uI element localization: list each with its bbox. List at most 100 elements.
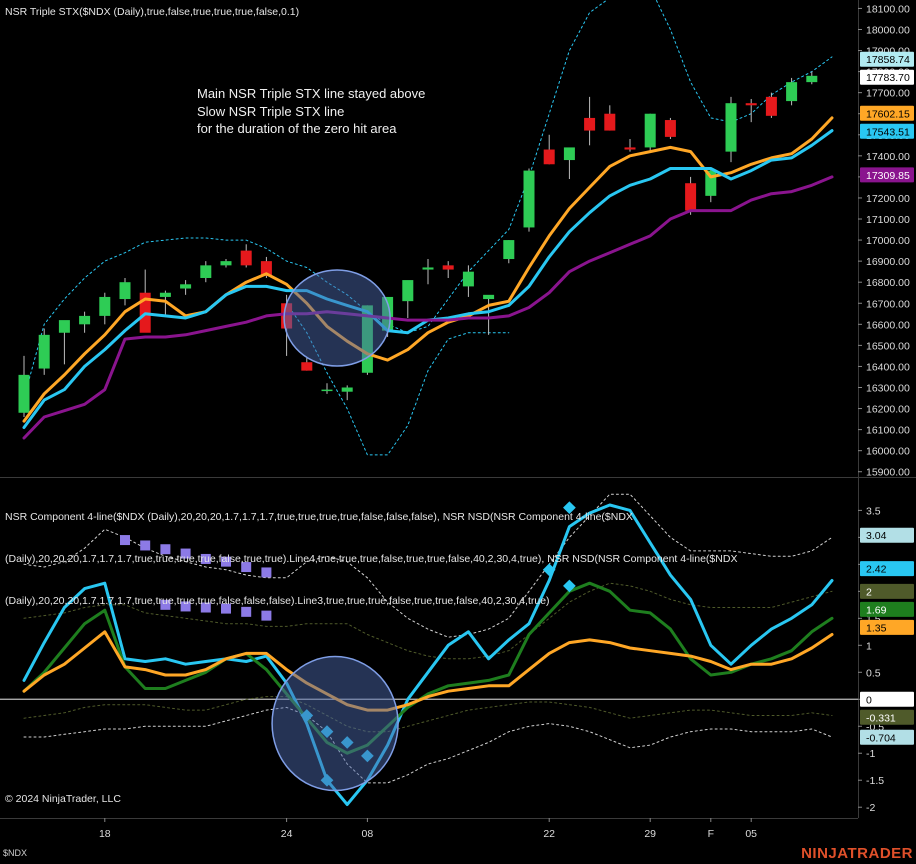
candle-up xyxy=(483,294,495,300)
candle-up xyxy=(38,334,50,369)
value-label-box xyxy=(860,619,914,635)
x-tick-label: 24 xyxy=(281,828,293,840)
price-pane[interactable] xyxy=(18,0,834,456)
nsd-band-nsd-upper-1 xyxy=(23,493,833,638)
y-tick-label: 16700.00 xyxy=(866,298,910,310)
value-label-text: -0.704 xyxy=(866,732,896,744)
value-label-box xyxy=(860,123,914,139)
candle-down xyxy=(624,147,636,150)
y-tick-label: -1 xyxy=(866,748,875,760)
candle-up xyxy=(503,240,515,260)
candle-up xyxy=(18,374,30,413)
signal-square-marker xyxy=(160,599,171,610)
y-tick-label: 16400.00 xyxy=(866,361,910,373)
y-tick-label: 15900.00 xyxy=(866,467,910,479)
candle-up xyxy=(180,284,192,289)
candle-up xyxy=(159,292,171,297)
x-tick-label: F xyxy=(708,828,714,840)
y-tick-label: 17400.00 xyxy=(866,151,910,163)
price-pane-title: NSR Triple STX($NDX (Daily),true,false,t… xyxy=(5,6,300,18)
signal-square-marker xyxy=(221,556,231,567)
y-tick-label: 16100.00 xyxy=(866,425,910,437)
annotation-line: for the duration of the zero hit area xyxy=(197,121,397,136)
signal-square-marker xyxy=(241,562,252,573)
candle-up xyxy=(563,147,575,161)
y-tick-label: 17100.00 xyxy=(866,214,910,226)
y-tick-label: 16200.00 xyxy=(866,404,910,416)
value-label-text: 1.35 xyxy=(866,622,887,634)
series-line-slow xyxy=(22,175,834,440)
value-label-text: 3.04 xyxy=(866,530,887,542)
candle-up xyxy=(220,261,232,266)
candle-up xyxy=(119,282,131,300)
candle-up xyxy=(341,387,353,392)
signal-square-marker xyxy=(241,606,252,617)
candle-up xyxy=(462,271,474,287)
y-tick-label: 16800.00 xyxy=(866,277,910,289)
candle-down xyxy=(604,113,616,131)
y-tick-label: 3.5 xyxy=(866,505,881,517)
y-tick-label: 0.5 xyxy=(866,667,881,679)
value-label-text: -0.331 xyxy=(866,712,896,724)
candle-up xyxy=(725,103,737,152)
candle-up xyxy=(705,170,717,196)
candle-down xyxy=(745,103,757,106)
signal-square-marker xyxy=(160,544,171,555)
x-tick-label: 22 xyxy=(543,828,555,840)
value-label-box xyxy=(860,691,914,707)
nsd-band-nsd-lower-2 xyxy=(23,696,833,733)
signal-square-marker xyxy=(140,540,151,551)
band-line-lower-band xyxy=(286,302,510,456)
value-label-text: 2.42 xyxy=(866,564,887,576)
candle-down xyxy=(685,183,697,211)
candle-up xyxy=(79,315,91,325)
annotation-line: Main NSR Triple STX line stayed above xyxy=(197,86,426,101)
candle-up xyxy=(58,320,70,333)
candle-down xyxy=(664,120,676,137)
indicator-title-line: (Daily),20,20,20,1.7,1.7,1.7,true,true,t… xyxy=(5,553,738,565)
value-label-box xyxy=(860,601,914,617)
candle-down xyxy=(765,96,777,116)
highlight-circle xyxy=(283,269,391,367)
series-line-fast xyxy=(22,116,834,423)
chart-annotation: Main NSR Triple STX line stayed above Sl… xyxy=(197,85,425,138)
candle-up xyxy=(644,113,656,148)
value-label-box xyxy=(860,709,914,725)
y-tick-label: 16000.00 xyxy=(866,446,910,458)
highlight-circle xyxy=(271,655,399,792)
value-label-box xyxy=(860,561,914,577)
candle-down xyxy=(584,117,596,131)
indicator-title-line: (Daily),20,20,20,1.7,1.7,1.7,true,true,t… xyxy=(5,595,550,607)
y-tick-label: 16600.00 xyxy=(866,319,910,331)
candle-up xyxy=(806,75,818,83)
indicator-pane[interactable] xyxy=(0,493,858,806)
value-label-box xyxy=(860,583,914,599)
band-line-upper-band xyxy=(23,0,833,399)
y-tick-label: 1 xyxy=(866,640,872,652)
indicator-title-line: NSR Component 4-line($NDX (Daily),20,20,… xyxy=(5,511,633,523)
indicator-line-line2 xyxy=(22,581,834,755)
y-tick-label: 17200.00 xyxy=(866,193,910,205)
y-tick-label: -1.5 xyxy=(866,775,884,787)
signal-square-marker xyxy=(120,535,130,546)
candle-up xyxy=(99,296,111,316)
annotation-line: Slow NSR Triple STX line xyxy=(197,103,345,119)
candle-down xyxy=(240,250,252,266)
candle-up xyxy=(200,265,212,278)
y-tick-label: 18100.00 xyxy=(866,3,910,15)
x-tick-label: 08 xyxy=(362,828,374,840)
value-label-text: 1.69 xyxy=(866,604,887,616)
value-label-text: 17543.51 xyxy=(866,126,910,138)
signal-square-marker xyxy=(180,548,191,559)
indicator-line-line3 xyxy=(22,630,834,712)
candle-down xyxy=(543,149,555,165)
value-label-box xyxy=(860,729,914,745)
value-label-box xyxy=(860,105,914,121)
candle-up xyxy=(523,170,535,228)
x-tick-label: 05 xyxy=(745,828,757,840)
value-label-text: 17309.85 xyxy=(866,170,910,182)
y-tick-label: 16900.00 xyxy=(866,256,910,268)
indicator-pane-title: NSR Component 4-line($NDX (Daily),20,20,… xyxy=(5,482,737,622)
candle-down xyxy=(442,265,454,270)
signal-square-marker xyxy=(200,553,211,564)
